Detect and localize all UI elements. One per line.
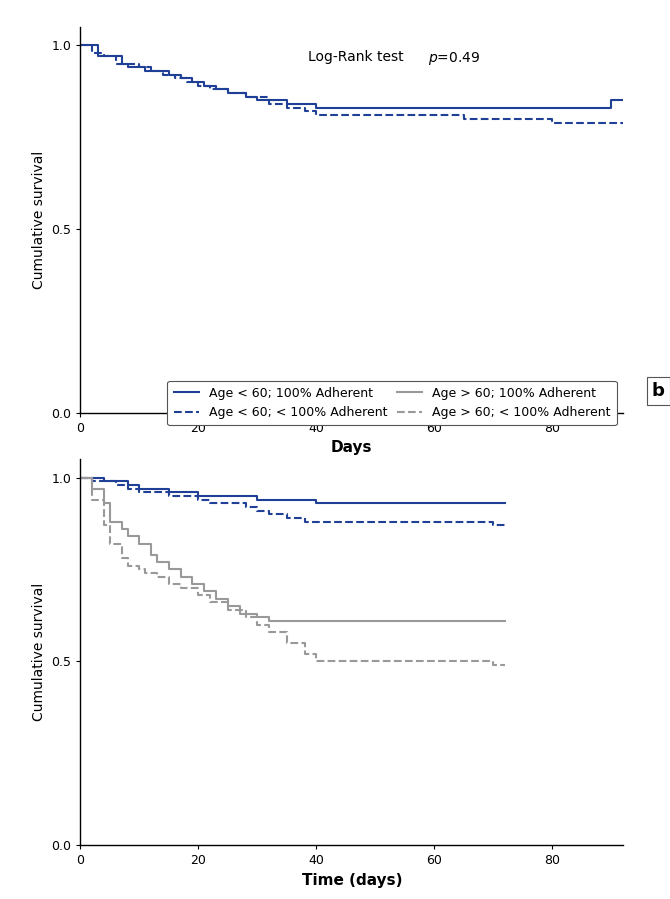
X-axis label: Time (days): Time (days) bbox=[302, 873, 402, 887]
Legend: Age < 60; 100% Adherent, Age < 60; < 100% Adherent, Age > 60; 100% Adherent, Age: Age < 60; 100% Adherent, Age < 60; < 100… bbox=[168, 380, 617, 425]
X-axis label: Days: Days bbox=[331, 441, 373, 456]
Y-axis label: Cumulative survival: Cumulative survival bbox=[31, 151, 46, 289]
Text: $p$=0.49: $p$=0.49 bbox=[427, 50, 480, 67]
Text: b: b bbox=[652, 382, 665, 400]
Y-axis label: Cumulative survival: Cumulative survival bbox=[31, 583, 46, 721]
Text: Log-Rank test: Log-Rank test bbox=[308, 50, 408, 64]
